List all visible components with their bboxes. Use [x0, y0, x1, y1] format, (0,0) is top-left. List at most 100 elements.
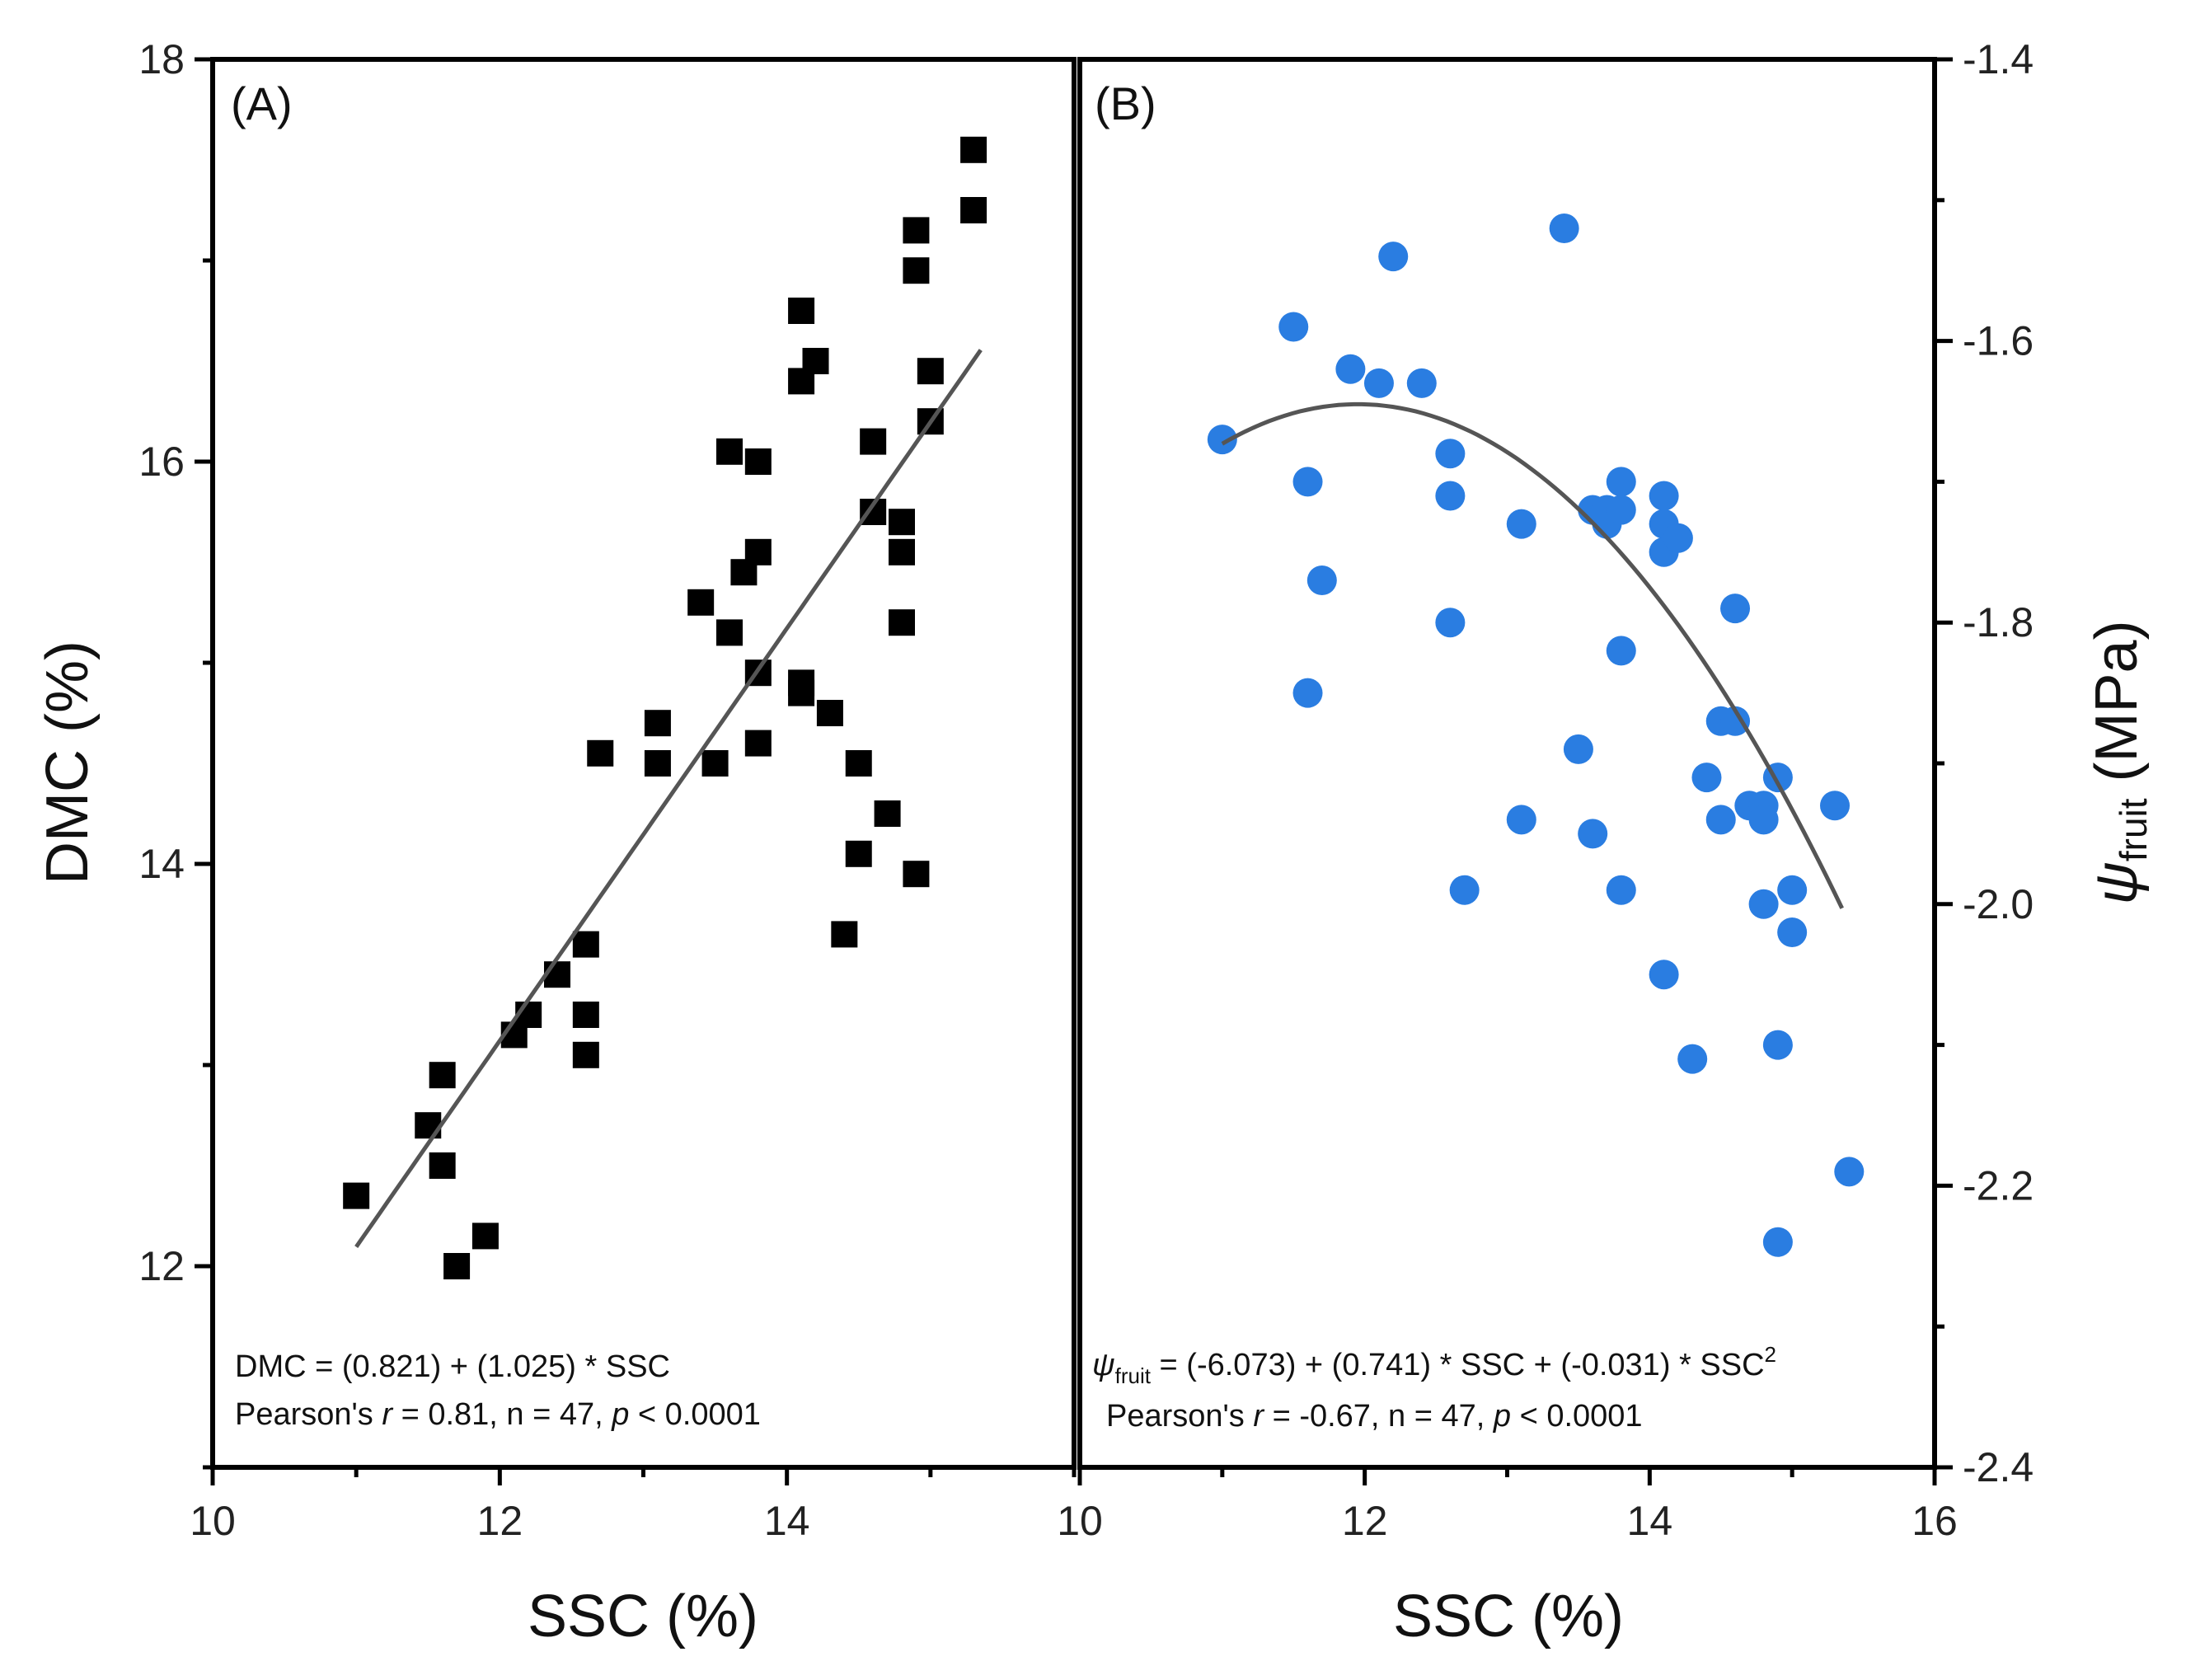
data-point — [1834, 1157, 1865, 1187]
panel-a: 12 14 16 18 10 12 14 (A) DMC = (0.821) + (1.0… — [35, 36, 1077, 1649]
data-point — [1649, 960, 1679, 990]
data-point — [816, 700, 843, 726]
data-point — [1606, 495, 1636, 525]
data-point — [788, 679, 815, 706]
panel-a-p-part: < 0.0001 — [629, 1397, 761, 1432]
panel-b-y-symbol: ψ — [2084, 861, 2150, 904]
data-point — [544, 961, 570, 988]
data-point — [1292, 467, 1323, 497]
data-point — [889, 609, 915, 636]
data-point — [1777, 875, 1808, 905]
data-point — [1663, 523, 1693, 553]
data-point — [429, 1062, 456, 1089]
data-point — [1435, 608, 1466, 638]
data-point — [716, 438, 743, 465]
x-tick-label: 10 — [1057, 1498, 1103, 1544]
data-point — [744, 538, 772, 565]
data-point — [687, 589, 715, 616]
data-point — [1207, 425, 1237, 455]
y-tick-label: -1.4 — [1963, 36, 2034, 82]
panel-a-r-part: = 0.81, n = 47, — [392, 1397, 612, 1432]
data-point — [1820, 791, 1851, 821]
data-point — [429, 1152, 456, 1179]
data-point — [1762, 1030, 1793, 1060]
data-point — [1606, 636, 1636, 666]
data-point — [802, 348, 829, 374]
panel-b-eq-body: = (-6.073) + (0.741) * SSC + (-0.031) * … — [1151, 1348, 1765, 1382]
panel-b-eq-sub: fruit — [1115, 1363, 1152, 1388]
panel-b-y-unit: (MPa) — [2084, 620, 2150, 798]
data-point — [1435, 439, 1466, 469]
panel-b-y-sub: fruit — [2112, 798, 2155, 861]
y-tick-label: -1.8 — [1963, 599, 2034, 645]
data-point — [889, 509, 915, 536]
data-point — [903, 861, 930, 888]
data-point — [1549, 213, 1579, 243]
data-point — [1606, 875, 1636, 905]
panel-b-stats: Pearson's r = -0.67, n = 47, p < 0.0001 — [1106, 1399, 1643, 1434]
data-point — [1720, 706, 1751, 736]
data-point — [903, 257, 930, 284]
data-point — [845, 840, 872, 867]
data-point — [1363, 368, 1394, 398]
x-tick-label: 16 — [1912, 1498, 1958, 1544]
data-point — [889, 538, 915, 565]
data-point — [572, 1041, 599, 1068]
panel-a-stats: Pearson's r = 0.81, n = 47, p < 0.0001 — [235, 1397, 761, 1432]
panel-a-p-symbol: p — [611, 1397, 629, 1432]
data-point — [1406, 368, 1437, 398]
data-point — [1292, 678, 1323, 708]
data-point — [1506, 805, 1536, 835]
data-point — [1563, 734, 1593, 764]
data-point — [1578, 819, 1608, 849]
panel-a-y-axis-title: DMC (%) — [35, 641, 101, 885]
data-point — [1748, 805, 1779, 835]
panel-b-eq-symbol: ψ — [1092, 1348, 1115, 1382]
x-tick-label: 10 — [190, 1498, 236, 1544]
y-tick-label: 18 — [138, 36, 185, 82]
panel-a-points — [343, 136, 987, 1279]
data-point — [1306, 565, 1337, 595]
data-point — [701, 750, 729, 777]
data-point — [960, 197, 987, 223]
panel-b-eq-sup: 2 — [1765, 1342, 1776, 1367]
data-point — [960, 136, 987, 163]
data-point — [1677, 1044, 1708, 1074]
data-point — [1335, 354, 1366, 384]
data-point — [644, 710, 671, 737]
data-point — [788, 298, 815, 324]
data-point — [1762, 1227, 1793, 1257]
panel-b-x-ticks: 10 12 14 16 — [1057, 1467, 1958, 1544]
panel-b-r-symbol: r — [1253, 1399, 1264, 1434]
data-point — [716, 619, 743, 646]
data-point — [1506, 509, 1536, 539]
panel-b-stats-prefix: Pearson's — [1106, 1399, 1253, 1434]
panel-b-y-ticks: -2.4 -2.2 -2.0 -1.8 -1.6 -1.4 — [1935, 36, 2034, 1490]
panel-a-frame — [210, 57, 1077, 1470]
y-tick-label: 14 — [138, 841, 185, 887]
panel-b-label: (B) — [1095, 77, 1156, 129]
panel-b-fit-curve — [1221, 401, 1844, 909]
data-point — [471, 1222, 499, 1250]
data-point — [1606, 467, 1636, 497]
panel-b-points — [1207, 213, 1865, 1257]
panel-a-label: (A) — [231, 77, 293, 129]
data-point — [1449, 875, 1480, 905]
panel-b-equation: ψfruit = (-6.073) + (0.741) * SSC + (-0.… — [1092, 1342, 1776, 1388]
panel-a-stats-prefix: Pearson's — [235, 1397, 382, 1432]
data-point — [744, 730, 772, 757]
data-point — [1777, 917, 1808, 947]
y-tick-label: 16 — [138, 439, 185, 485]
panel-a-x-axis-title: SSC (%) — [528, 1584, 758, 1649]
data-point — [1705, 805, 1736, 835]
panel-b-y-axis-title: ψfruit (MPa) — [2084, 620, 2155, 904]
panel-b-r-part: = -0.67, n = 47, — [1264, 1399, 1494, 1434]
y-tick-label: -2.0 — [1963, 881, 2034, 927]
data-point — [860, 428, 887, 455]
data-point — [845, 750, 872, 777]
panel-a-y-ticks: 12 14 16 18 — [138, 36, 213, 1470]
panel-b-p-symbol: p — [1493, 1399, 1511, 1434]
data-point — [443, 1253, 471, 1279]
data-point — [1691, 763, 1722, 793]
